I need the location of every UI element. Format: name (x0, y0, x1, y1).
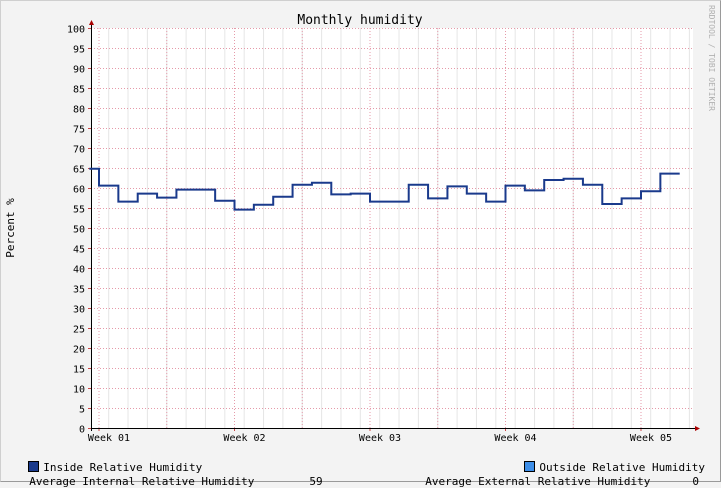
y-tick-label: 75 (73, 125, 85, 136)
y-tick-label: 15 (73, 365, 85, 376)
legend-inside: Inside Relative Humidity (15, 448, 202, 474)
y-tick-label: 70 (73, 145, 85, 156)
x-tick-label: Week 01 (88, 433, 130, 444)
series-line-inside (89, 167, 680, 211)
y-tick-label: 85 (73, 85, 85, 96)
series-lines (89, 167, 680, 211)
axes (89, 20, 700, 431)
y-tick-label: 100 (67, 25, 85, 36)
x-axis-ticks: Week 01 Week 02 Week 03 Week 04 Week 05 (88, 428, 672, 444)
y-axis-label: Percent % (4, 198, 17, 258)
y-tick-label: 90 (73, 65, 85, 76)
y-tick-label: 50 (73, 225, 85, 236)
x-tick-label: Week 03 (359, 433, 401, 444)
y-tick-label: 5 (79, 405, 85, 416)
avg-internal: Average Internal Relative Humidity 59 (16, 462, 322, 488)
y-tick-label: 0 (79, 425, 85, 436)
x-tick-label: Week 05 (630, 433, 672, 444)
y-tick-label: 20 (73, 345, 85, 356)
legend-outside-label: Outside Relative Humidity (539, 461, 705, 474)
grid-lines (91, 28, 692, 428)
watermark: RRDTOOL / TOBI OETIKER (707, 5, 716, 111)
y-tick-label: 65 (73, 165, 85, 176)
x-tick-label: Week 02 (223, 433, 265, 444)
x-tick-label: Week 04 (494, 433, 536, 444)
avg-external: Average External Relative Humidity 0 (412, 462, 699, 488)
y-tick-label: 80 (73, 105, 85, 116)
legend-inside-label: Inside Relative Humidity (43, 461, 203, 474)
y-tick-label: 30 (73, 305, 85, 316)
y-tick-label: 25 (73, 325, 85, 336)
y-tick-label: 55 (73, 205, 85, 216)
chart-title: Monthly humidity (297, 13, 422, 28)
y-tick-label: 40 (73, 265, 85, 276)
y-axis-arrow (89, 20, 94, 25)
y-tick-label: 45 (73, 245, 85, 256)
y-tick-label: 35 (73, 285, 85, 296)
inside-swatch (28, 461, 40, 472)
y-tick-label: 10 (73, 385, 85, 396)
y-tick-label: 60 (73, 185, 85, 196)
y-tick-label: 95 (73, 45, 85, 56)
x-axis-arrow (695, 426, 700, 431)
y-axis-ticks: 0 5 10 15 20 25 30 35 40 45 50 55 60 65 70 75 80 85 90 95 10… (67, 25, 91, 436)
outside-swatch (524, 461, 536, 472)
legend-outside: Outside Relative Humidity (511, 448, 705, 474)
